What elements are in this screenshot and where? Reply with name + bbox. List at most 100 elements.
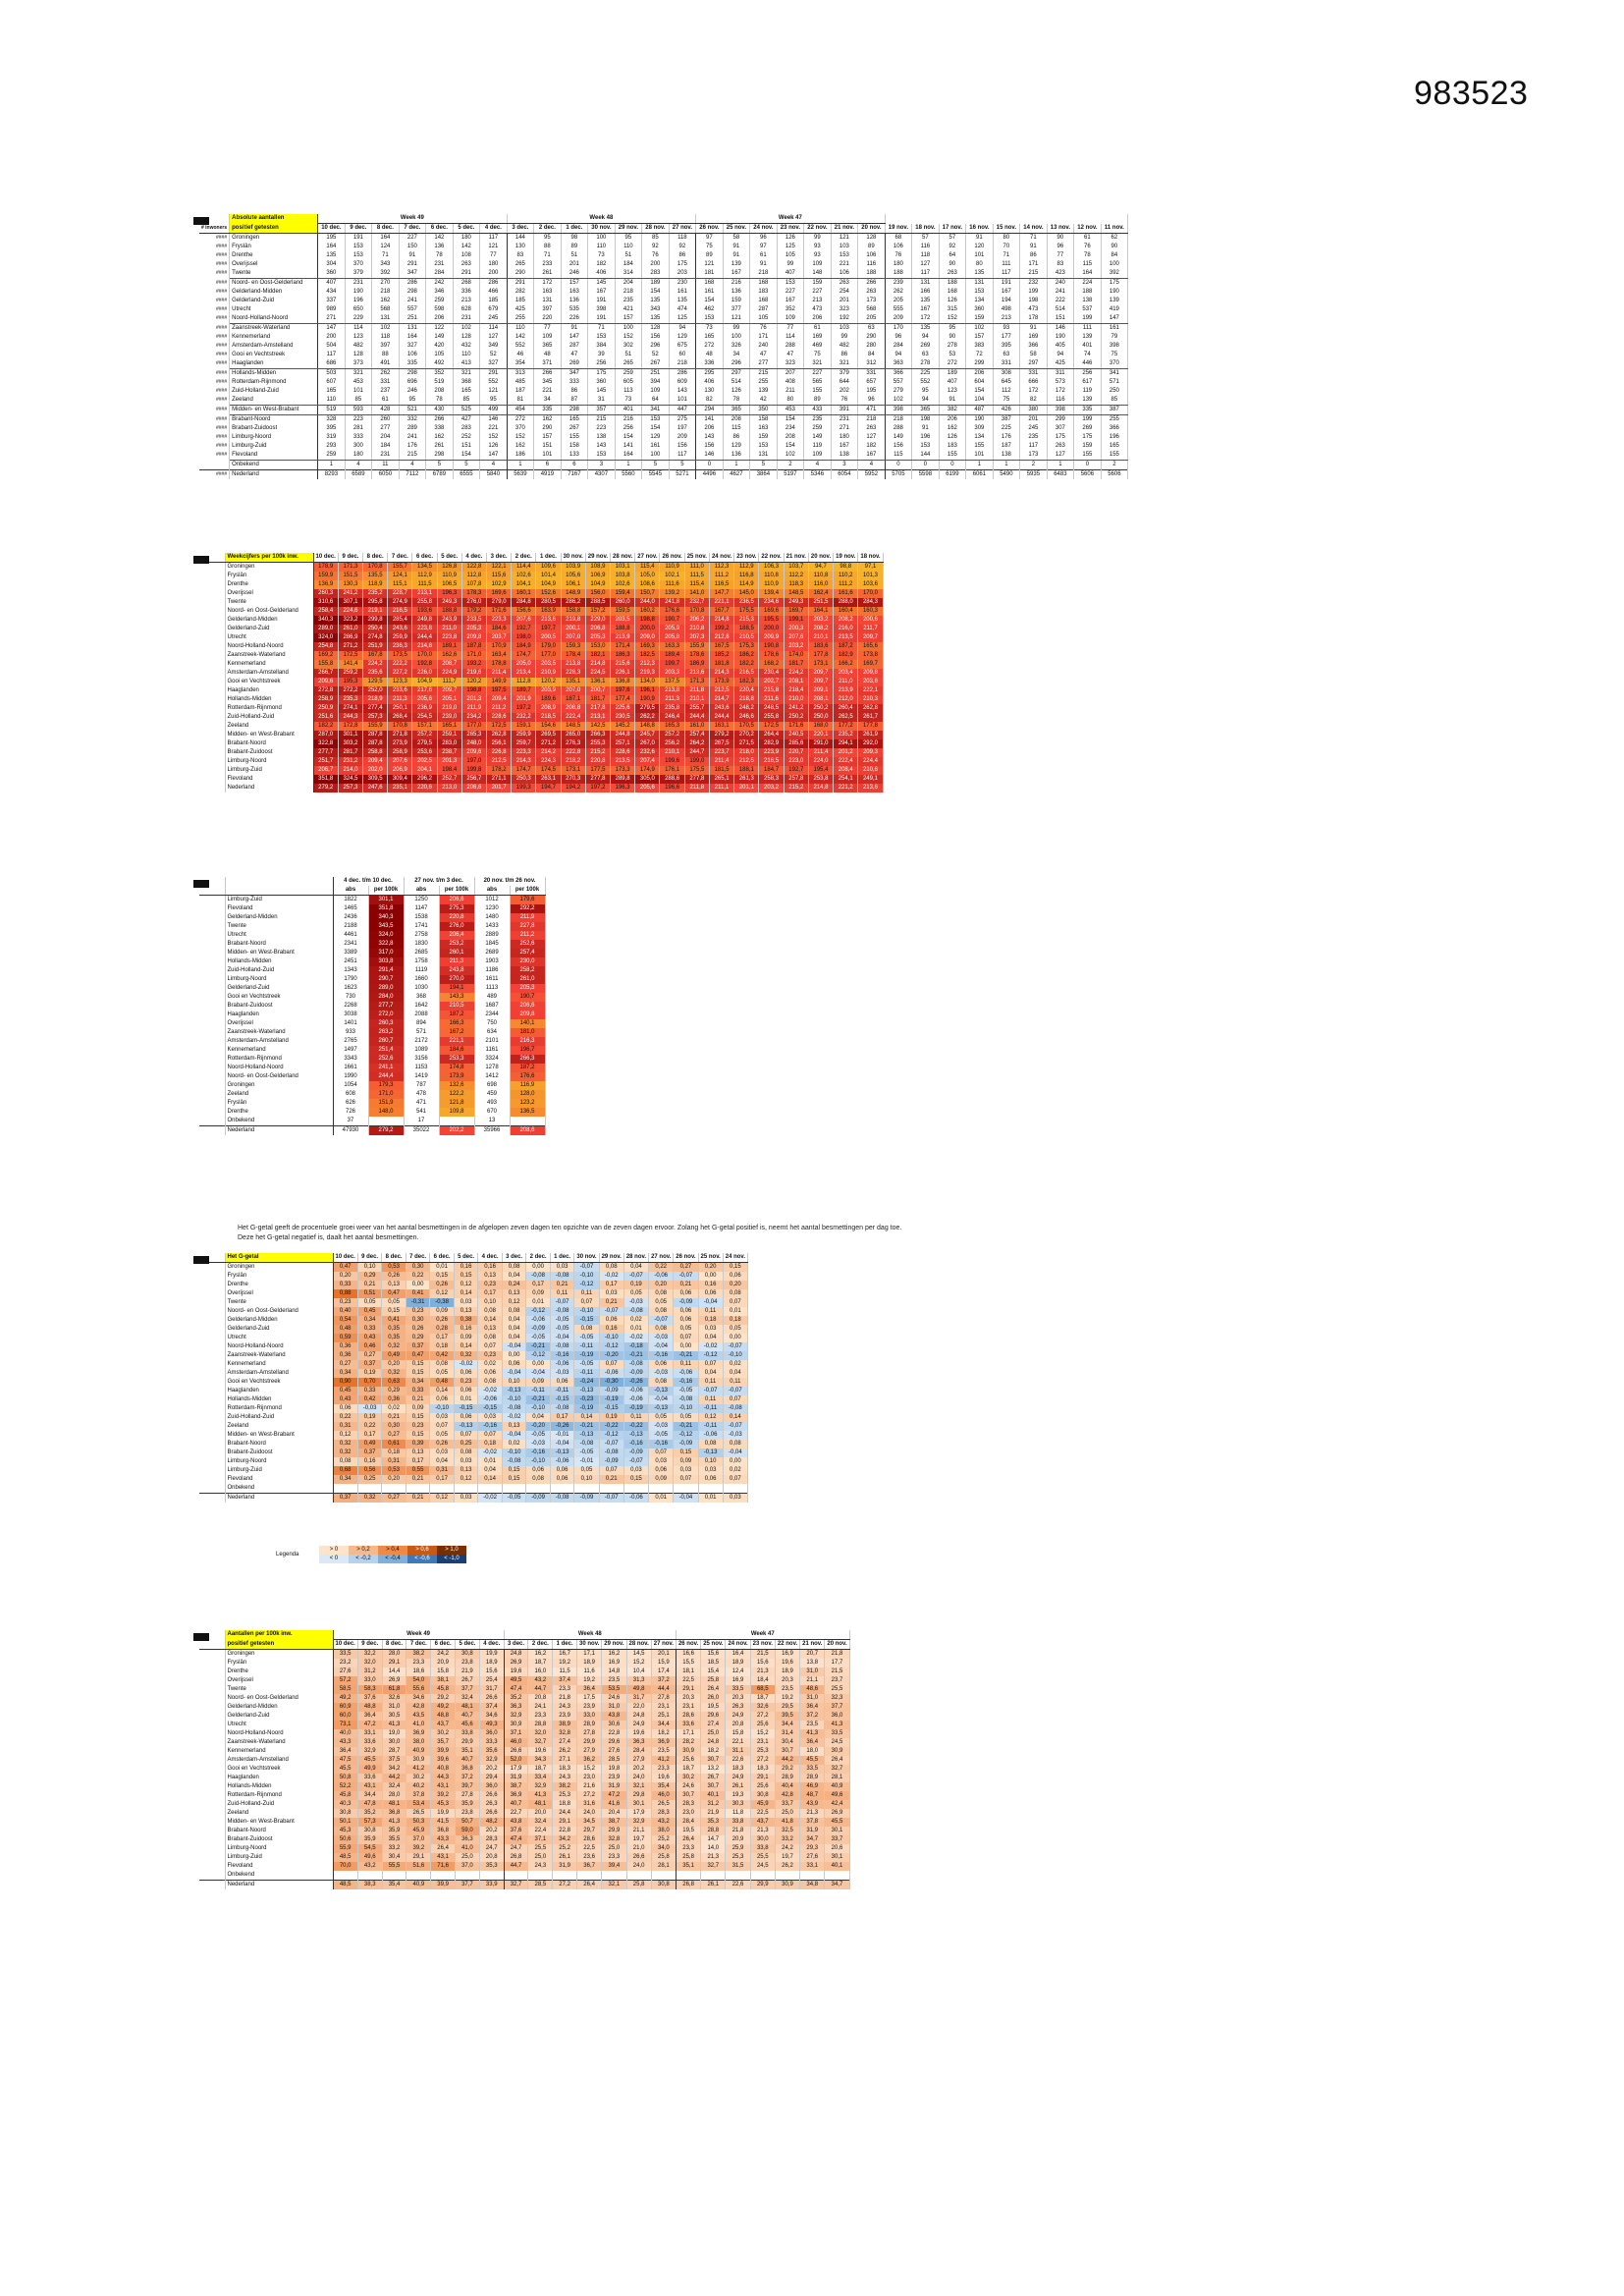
table-row: Flevoland 1465 351,8 1147 275,3 1230 292,2 [199, 904, 546, 913]
g-cell: 0,12 [502, 1298, 527, 1307]
region-name: Utrecht [225, 1721, 334, 1729]
date-header: 2 dec. [527, 1639, 554, 1650]
g-cell: 0,26 [429, 1316, 455, 1325]
heat-cell: 212,5 [733, 757, 760, 766]
value-cell: 23,6 [576, 1853, 603, 1862]
value-cell: 251 [399, 314, 427, 324]
value-cell: 331 [1019, 368, 1048, 378]
g-cell: 0,01 [723, 1307, 749, 1316]
g-cell: 0,05 [723, 1325, 749, 1334]
value-cell: 61,8 [382, 1685, 407, 1694]
table-row: Nederland 47930 279,2 35022 202,2 35966 208,6 [199, 1125, 546, 1135]
region-name: Zeeland [225, 1090, 334, 1099]
value-cell: 181,0 [510, 1028, 546, 1037]
value-cell: 16,6 [676, 1649, 702, 1659]
value-cell: 48,2 [479, 1818, 505, 1827]
heat-cell: 291,0 [808, 739, 835, 748]
region-name: Gooi en Vechtstreek [225, 1378, 334, 1387]
value-cell [510, 1117, 546, 1126]
heat-cell: 247,6 [362, 784, 389, 793]
value-cell: 250 [1101, 387, 1129, 396]
value-cell: 33,1 [799, 1862, 826, 1871]
region-name: Gooi en Vechtstreek [229, 351, 319, 359]
heat-cell: 283,0 [437, 739, 462, 748]
g-cell: -0,03 [648, 1369, 675, 1378]
region-name: Brabant-Noord [225, 1440, 334, 1449]
g-cell: 0,10 [477, 1298, 503, 1307]
heat-cell: 217,8 [585, 704, 612, 713]
row-code: #### [199, 405, 231, 415]
region-name: Zeeland [225, 1422, 334, 1431]
value-cell: 15,6 [700, 1649, 727, 1659]
value-cell: 29,9 [576, 1738, 603, 1747]
value-cell: 153 [587, 333, 616, 342]
heat-cell: 151,5 [338, 572, 364, 580]
row-code: #### [199, 251, 231, 260]
value-cell: 42 [749, 396, 778, 406]
value-cell: 106 [885, 243, 913, 251]
heat-cell: 257,4 [684, 731, 710, 739]
g-cell: 0,43 [333, 1395, 358, 1404]
value-cell: 251 [641, 368, 670, 378]
value-cell: 1012 [474, 895, 511, 904]
table-row: Groningen 33,5 32,2 28,0 38,2 24,2 30,8 19,9 24,… [199, 1649, 850, 1659]
region-name: Noord- en Oost-Gelderland [225, 607, 314, 616]
heat-cell: 196,3 [437, 589, 462, 598]
cell [199, 695, 226, 704]
g-cell: 0,32 [381, 1369, 406, 1378]
value-cell: 55,5 [382, 1862, 407, 1871]
table-row: Onbekend [199, 1871, 850, 1881]
value-cell: 240 [749, 342, 778, 351]
value-cell: 350 [749, 405, 778, 415]
value-cell: 255 [749, 378, 778, 387]
heat-cell: 259,7 [511, 739, 537, 748]
value-cell: 24,4 [552, 1809, 578, 1818]
table-row: Limburg-Zuid 206,7 214,0 202,0 206,9 204,1 198… [199, 766, 884, 775]
value-cell: 166 [911, 288, 940, 297]
heat-cell: 212,0 [833, 695, 859, 704]
table-row: #### Kennemerland 200 123 118 164 149 128 127 142… [199, 333, 1129, 342]
region-name: Gelderland-Midden [225, 1316, 334, 1325]
value-cell: 161 [669, 288, 697, 297]
value-cell: 259 [425, 297, 454, 305]
g-cell [648, 1484, 675, 1494]
heat-cell: 218,9 [362, 695, 389, 704]
value-cell: 5197 [777, 469, 805, 479]
value-cell: 21,8 [725, 1827, 751, 1835]
heat-cell: 222,2 [387, 660, 413, 669]
value-cell: 27,2 [552, 1880, 578, 1889]
region-name: Groningen [229, 233, 319, 243]
value-cell: 38,2 [406, 1649, 432, 1659]
value-cell: 63 [993, 351, 1021, 359]
value-cell: 83 [1047, 260, 1075, 269]
value-cell: 22,4 [527, 1827, 554, 1835]
value-cell: 34,2 [552, 1835, 578, 1844]
heat-cell: 161,0 [684, 722, 710, 731]
heat-cell: 198,4 [437, 766, 462, 775]
value-cell: 5705 [885, 469, 913, 479]
value-cell: 51 [615, 351, 643, 359]
cell [199, 678, 226, 686]
cell [199, 1342, 226, 1351]
cell [199, 993, 226, 1002]
region-name: Hollands-Midden [225, 1782, 334, 1791]
heat-cell: 235,2 [833, 731, 859, 739]
g-cell: 0,32 [454, 1351, 479, 1360]
heat-cell: 214,8 [585, 660, 612, 669]
value-cell: 469 [803, 342, 832, 351]
heat-cell: 279,0 [486, 598, 513, 607]
heat-cell: 250,9 [313, 704, 339, 713]
value-cell: 154 [777, 442, 805, 451]
heat-cell: 272,2 [338, 686, 364, 695]
heat-cell: 241,2 [784, 704, 809, 713]
cell [199, 1685, 226, 1694]
value-cell: 454 [507, 405, 535, 415]
heat-cell: 251,5 [808, 598, 835, 607]
value-cell: 26,4 [430, 1844, 457, 1853]
value-cell [479, 1871, 505, 1881]
value-cell: 1343 [333, 966, 369, 975]
g-cell: 0,27 [381, 1431, 406, 1440]
row-code: #### [199, 243, 231, 251]
value-cell: 22,8 [552, 1827, 578, 1835]
value-cell: 21,9 [455, 1667, 480, 1676]
